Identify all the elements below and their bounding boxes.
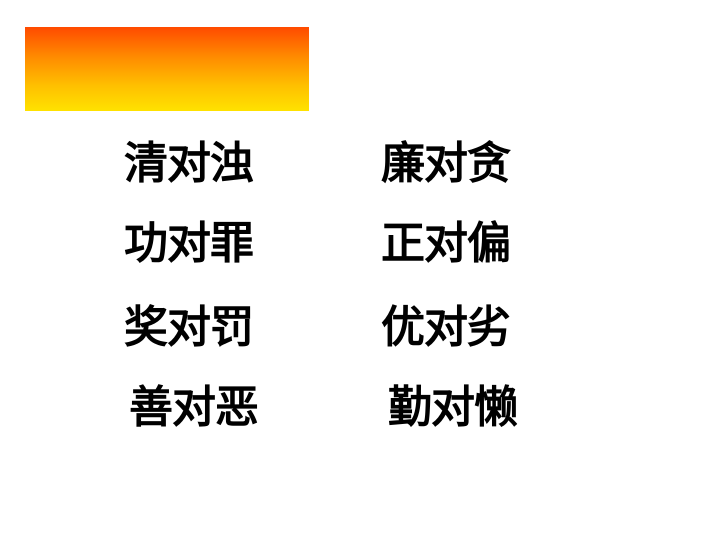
pair-left-4: 善对恶 <box>129 382 259 433</box>
pair-right-1: 廉对贪 <box>381 138 511 189</box>
pair-left-3: 奖对罚 <box>124 302 254 353</box>
pair-left-1: 清对浊 <box>124 138 254 189</box>
gradient-title-banner <box>25 27 309 111</box>
pair-right-4: 勤对懒 <box>388 382 518 433</box>
pair-left-2: 功对罪 <box>124 218 254 269</box>
pair-right-3: 优对劣 <box>381 302 511 353</box>
pair-right-2: 正对偏 <box>381 218 511 269</box>
